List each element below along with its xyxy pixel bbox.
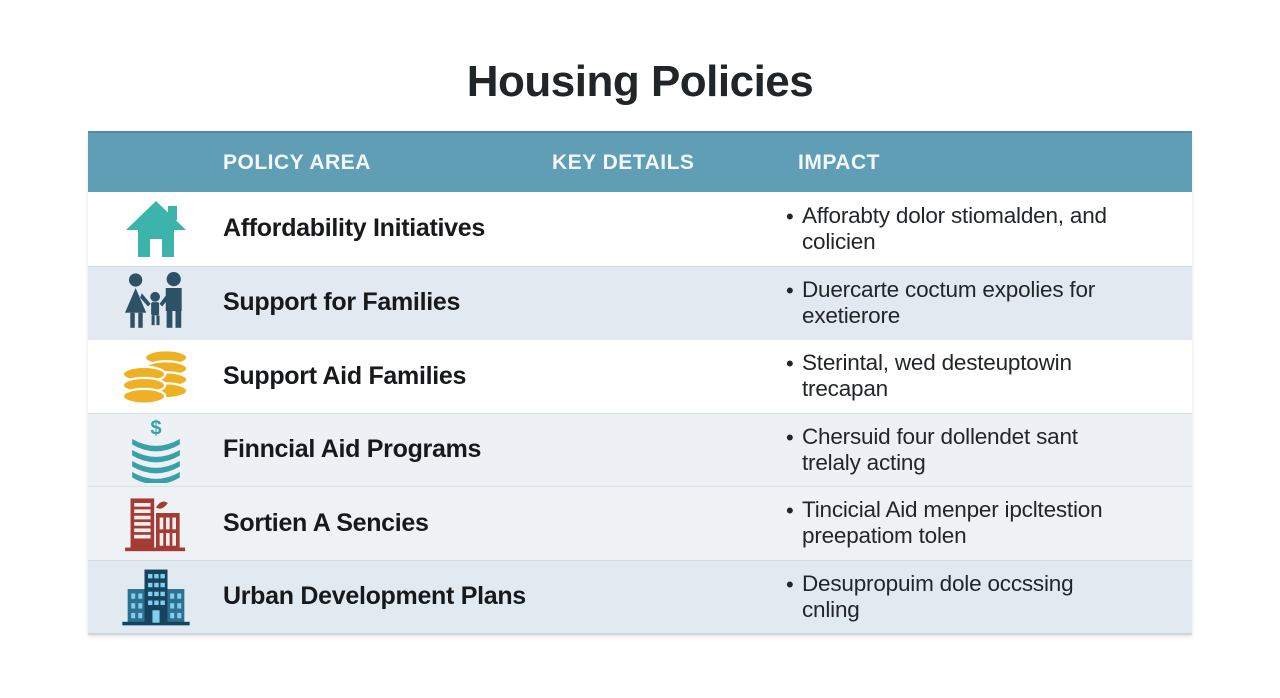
header-icon-spacer — [88, 133, 223, 192]
impact-text: Tincicial Aid menper ipcltestion preepat… — [802, 497, 1103, 549]
policy-area-label: Finncial Aid Programs — [223, 435, 482, 464]
bullet-icon: • — [786, 571, 794, 597]
impact-cell: • Desupropuim dole occssing cnling — [786, 571, 1192, 623]
dollar-stack-icon: $ — [125, 417, 187, 483]
policy-area-label: Affordability Initiatives — [223, 214, 485, 243]
policy-area-label: Support for Families — [223, 288, 461, 317]
icon-cell — [88, 487, 223, 560]
table-row: Support Aid Families • Sterintal, wed de… — [88, 339, 1192, 413]
icon-cell — [88, 340, 223, 413]
impact-cell: • Tincicial Aid menper ipcltestion preep… — [786, 497, 1192, 549]
impact-text: Chersuid four dollendet sant trelaly act… — [802, 423, 1078, 475]
policy-area-label: Sortien A Sencies — [223, 508, 429, 537]
icon-cell: $ — [88, 414, 223, 487]
policy-area-label: Support Aid Families — [223, 361, 467, 390]
coins-icon — [121, 346, 191, 406]
svg-text:$: $ — [150, 417, 161, 439]
impact-text: Sterintal, wed desteuptowin trecapan — [802, 350, 1072, 402]
page-title: Housing Policies — [466, 57, 814, 106]
icon-cell — [88, 192, 223, 266]
column-header-key-details: KEY DETAILS — [552, 150, 695, 174]
table-row: Sortien A Sencies • Tincicial Aid menper… — [88, 486, 1192, 560]
icon-cell — [88, 561, 223, 634]
family-icon — [120, 271, 192, 334]
impact-cell: • Chersuid four dollendet sant trelaly a… — [786, 424, 1192, 476]
bullet-icon: • — [786, 424, 794, 450]
column-header-impact: IMPACT — [798, 150, 880, 174]
housing-policies-table: POLICY AREA KEY DETAILS IMPACT Affordabi… — [88, 131, 1192, 635]
bullet-icon: • — [786, 277, 794, 303]
policy-area-label: Urban Development Plans — [223, 582, 526, 611]
table-header-row: POLICY AREA KEY DETAILS IMPACT — [88, 131, 1192, 192]
table-row: Urban Development Plans • Desupropuim do… — [88, 559, 1192, 634]
bullet-icon: • — [786, 203, 794, 229]
impact-text: Duercarte coctum expolies for exetierore — [802, 276, 1096, 328]
impact-cell: • Duercarte coctum expolies for exetiero… — [786, 277, 1192, 329]
house-icon — [124, 199, 188, 259]
impact-cell: • Afforabty dolor stiomalden, and colici… — [786, 203, 1192, 255]
table-row: Affordability Initiatives • Afforabty do… — [88, 192, 1192, 266]
bullet-icon: • — [786, 351, 794, 377]
table-row: $ Finncial Aid Programs • Chersuid four … — [88, 412, 1192, 487]
city-buildings-icon — [120, 566, 192, 628]
bullet-icon: • — [786, 498, 794, 524]
column-header-policy-area: POLICY AREA — [223, 150, 371, 174]
red-building-icon — [123, 493, 189, 553]
impact-text: Afforabty dolor stiomalden, and colicien — [802, 202, 1107, 254]
impact-text: Desupropuim dole occssing cnling — [802, 570, 1074, 622]
icon-cell — [88, 267, 223, 340]
impact-cell: • Sterintal, wed desteuptowin trecapan — [786, 350, 1192, 402]
table-row: Support for Families • Duercarte coctum … — [88, 265, 1192, 340]
